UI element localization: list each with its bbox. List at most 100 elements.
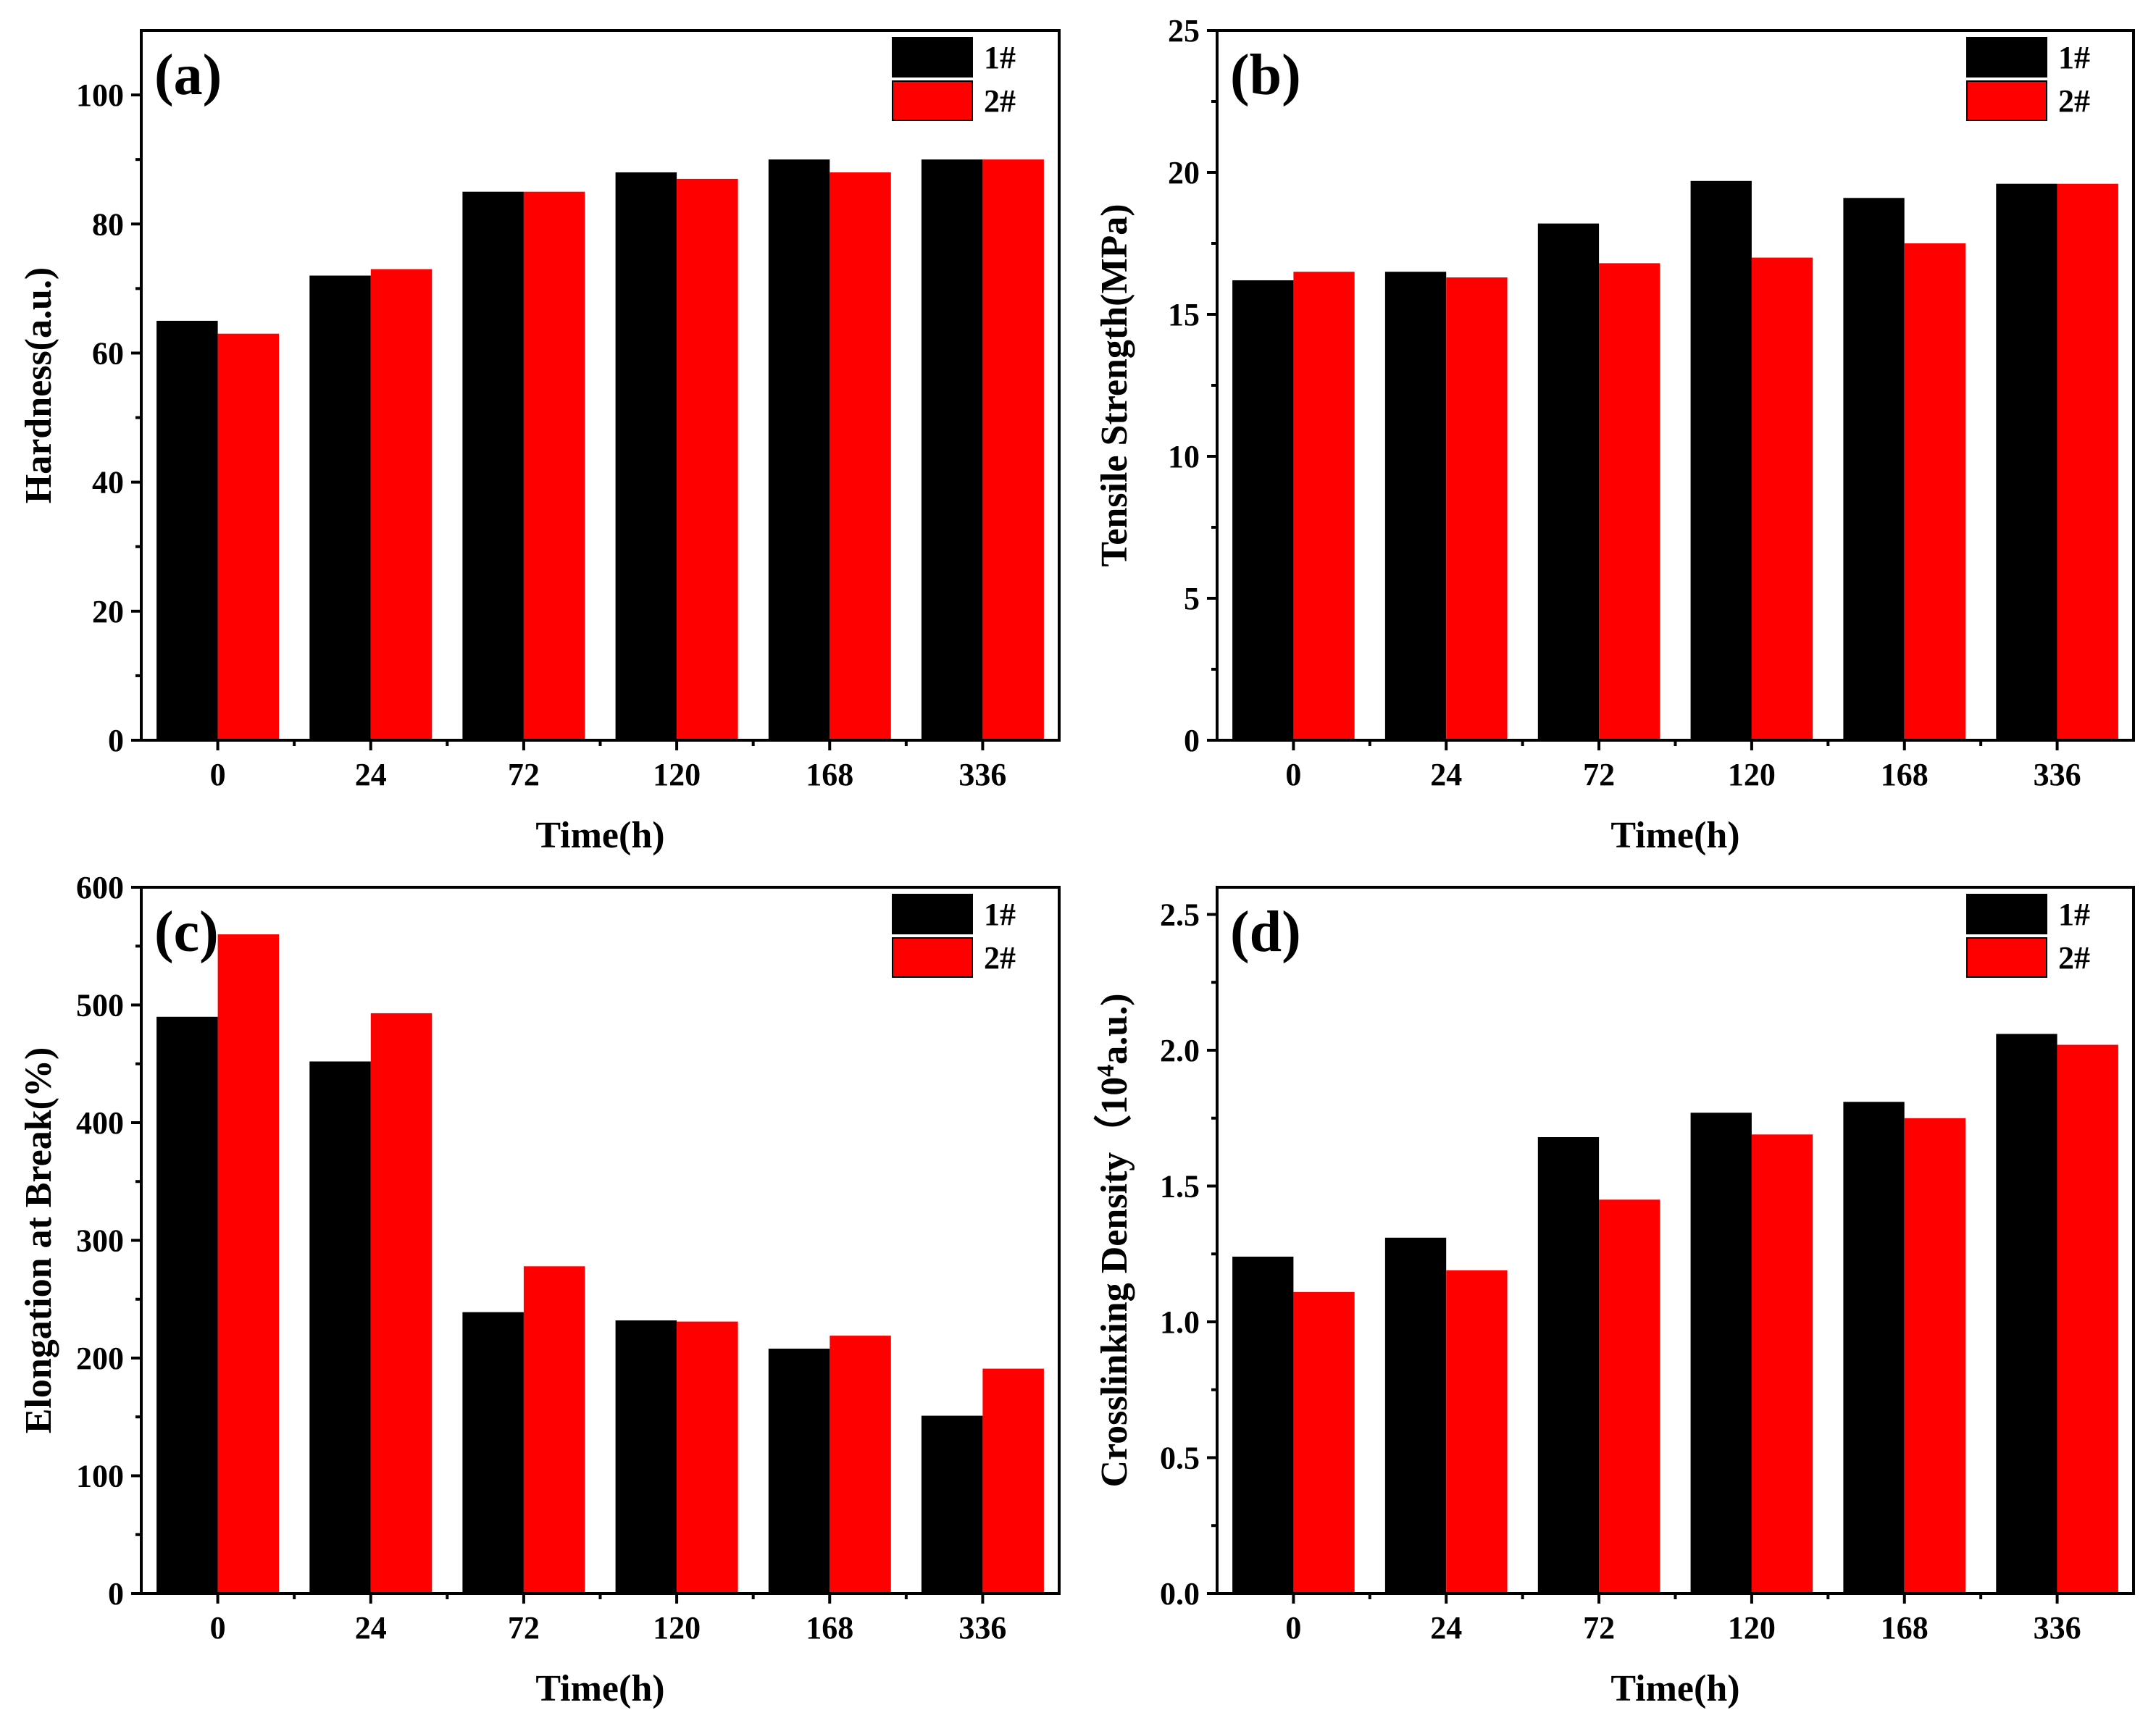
elongation-at-break-bar-2-72	[523, 1266, 585, 1594]
elongation-at-break-x-tick-label: 24	[355, 1610, 387, 1646]
crosslinking-density-y-tick-label: 0.0	[1160, 1576, 1200, 1612]
chart-hardness: 0 20 40 60 80 100 0 24 72 120 168 336 Time(h) Hardnes…	[18, 29, 1061, 856]
tensile-strength-legend-swatch-2	[1966, 80, 2047, 121]
elongation-at-break-legend-label-2: 2#	[984, 940, 1016, 976]
tensile-strength-bar-2-0	[1293, 272, 1355, 740]
crosslinking-density-y-tick-label: 2.0	[1160, 1033, 1200, 1068]
hardness-bar-1-72	[462, 191, 524, 740]
elongation-at-break-bar-2-120	[677, 1321, 738, 1593]
tensile-strength-x-tick-label: 24	[1430, 757, 1462, 792]
tensile-strength-bar-2-24	[1446, 277, 1508, 740]
elongation-at-break-bar-2-0	[217, 934, 280, 1593]
chart-tensile-strength: 0 5 10 15 20 25 0 24 72 120 168 336 Time(h) Tensile S…	[1094, 13, 2135, 856]
elongation-at-break-bar-1-72	[462, 1312, 524, 1593]
crosslinking-density-bar-1-168	[1843, 1102, 1905, 1594]
tensile-strength-legend-swatch-1	[1966, 37, 2047, 77]
tensile-strength-y-axis-title: Tensile Strength(MPa)	[1094, 204, 1135, 566]
hardness-bar-2-24	[370, 269, 433, 741]
hardness-y-axis-title: Hardness(a.u.)	[18, 267, 59, 503]
crosslinking-density-x-tick-label: 336	[2034, 1610, 2081, 1646]
elongation-at-break-y-tick-label: 500	[76, 988, 124, 1023]
tensile-strength-y-tick-label: 25	[1168, 13, 1200, 49]
elongation-at-break-x-tick-label: 120	[653, 1610, 701, 1646]
hardness-bar-2-72	[523, 191, 585, 740]
crosslinking-density-x-axis-title: Time(h)	[1610, 1668, 1739, 1709]
elongation-at-break-x-tick-label: 72	[508, 1610, 540, 1646]
crosslinking-density-x-tick-label: 72	[1583, 1610, 1615, 1646]
crosslinking-density-x-tick-label: 24	[1430, 1610, 1462, 1646]
hardness-x-tick-label: 120	[653, 757, 701, 792]
tensile-strength-x-tick-label: 168	[1881, 757, 1929, 792]
elongation-at-break-legend-swatch-1	[892, 894, 973, 934]
crosslinking-density-bar-2-72	[1599, 1199, 1660, 1594]
crosslinking-density-bar-2-336	[2057, 1044, 2118, 1593]
tensile-strength-legend-label-2: 2#	[2058, 83, 2090, 119]
elongation-at-break-x-axis-title: Time(h)	[535, 1668, 664, 1709]
elongation-at-break-bar-2-24	[370, 1013, 433, 1593]
tensile-strength-y-tick-label: 5	[1184, 581, 1200, 616]
chart-elongation-at-break: 0 100 200 300 400 500 600 0 24 72 120 168 336 Time(h)…	[18, 870, 1061, 1709]
tensile-strength-bar-1-168	[1843, 198, 1905, 740]
elongation-at-break-legend-swatch-2	[892, 937, 973, 978]
hardness-y-tick-label: 80	[92, 206, 124, 242]
tensile-strength-bar-1-120	[1690, 180, 1752, 741]
hardness-bar-1-120	[615, 172, 677, 740]
hardness-bar-1-0	[156, 320, 218, 740]
crosslinking-density-bar-1-72	[1537, 1137, 1600, 1593]
elongation-at-break-bar-1-0	[156, 1016, 218, 1594]
elongation-at-break-y-tick-label: 600	[76, 870, 124, 905]
hardness-panel-label: (a)	[154, 43, 222, 107]
elongation-at-break-y-tick-label: 300	[76, 1223, 124, 1259]
crosslinking-density-bar-2-168	[1904, 1118, 1966, 1594]
tensile-strength-bar-2-168	[1904, 243, 1966, 740]
crosslinking-density-legend-swatch-1	[1966, 894, 2047, 934]
elongation-at-break-bar-1-336	[921, 1415, 983, 1593]
tensile-strength-x-tick-label: 72	[1583, 757, 1615, 792]
tensile-strength-x-tick-label: 120	[1728, 757, 1776, 792]
hardness-x-tick-label: 24	[355, 757, 387, 792]
crosslinking-density-axes-frame	[1216, 886, 2135, 1595]
hardness-bar-2-120	[677, 178, 738, 740]
hardness-legend-label-2: 2#	[984, 83, 1016, 119]
hardness-x-axis-title: Time(h)	[535, 815, 664, 856]
hardness-legend-swatch-2	[892, 80, 973, 121]
hardness-bar-1-24	[309, 275, 371, 740]
hardness-y-tick-label: 60	[92, 335, 124, 371]
tensile-strength-axes-frame	[1216, 29, 2135, 742]
hardness-bar-2-168	[830, 172, 891, 740]
tensile-strength-x-tick-label: 336	[2034, 757, 2081, 792]
hardness-y-tick-label: 0	[108, 723, 124, 758]
tensile-strength-bar-2-120	[1751, 257, 1813, 741]
tensile-strength-legend-label-1: 1#	[2058, 40, 2090, 75]
elongation-at-break-bar-2-168	[830, 1336, 891, 1593]
elongation-at-break-y-tick-label: 400	[76, 1105, 124, 1141]
elongation-at-break-y-tick-label: 100	[76, 1459, 124, 1494]
crosslinking-density-y-tick-label: 1.5	[1160, 1169, 1200, 1205]
tensile-strength-y-tick-label: 10	[1168, 439, 1200, 474]
hardness-y-tick-label: 20	[92, 594, 124, 629]
elongation-at-break-x-tick-label: 336	[958, 1610, 1006, 1646]
crosslinking-density-legend-label-2: 2#	[2058, 940, 2090, 976]
tensile-strength-bar-2-72	[1599, 263, 1660, 740]
crosslinking-density-y-tick-label: 0.5	[1160, 1441, 1200, 1476]
tensile-strength-panel-label: (b)	[1230, 43, 1301, 107]
crosslinking-density-bar-1-120	[1690, 1113, 1752, 1594]
hardness-legend-label-1: 1#	[984, 40, 1016, 75]
hardness-bar-1-336	[921, 159, 983, 740]
crosslinking-density-bar-1-24	[1384, 1237, 1447, 1594]
tensile-strength-y-tick-label: 0	[1184, 723, 1200, 758]
crosslinking-density-panel-label: (d)	[1230, 900, 1301, 964]
hardness-legend-swatch-1	[892, 37, 973, 77]
chart-crosslinking-density: 0.0 0.5 1.0 1.5 2.0 2.5 0 24 72 120 168 336 Time(h) C…	[1092, 886, 2135, 1709]
crosslinking-density-bar-1-0	[1232, 1257, 1294, 1593]
hardness-x-tick-label: 168	[806, 757, 853, 792]
crosslinking-density-y-tick-label: 1.0	[1160, 1304, 1200, 1340]
crosslinking-density-x-tick-label: 168	[1881, 1610, 1929, 1646]
elongation-at-break-y-axis-title: Elongation at Break(%)	[18, 1047, 59, 1434]
tensile-strength-bar-1-24	[1384, 272, 1447, 740]
tensile-strength-bar-1-72	[1537, 223, 1600, 741]
hardness-x-tick-label: 336	[958, 757, 1006, 792]
tensile-strength-bar-2-336	[2057, 183, 2118, 740]
crosslinking-density-x-tick-label: 0	[1285, 1610, 1301, 1646]
